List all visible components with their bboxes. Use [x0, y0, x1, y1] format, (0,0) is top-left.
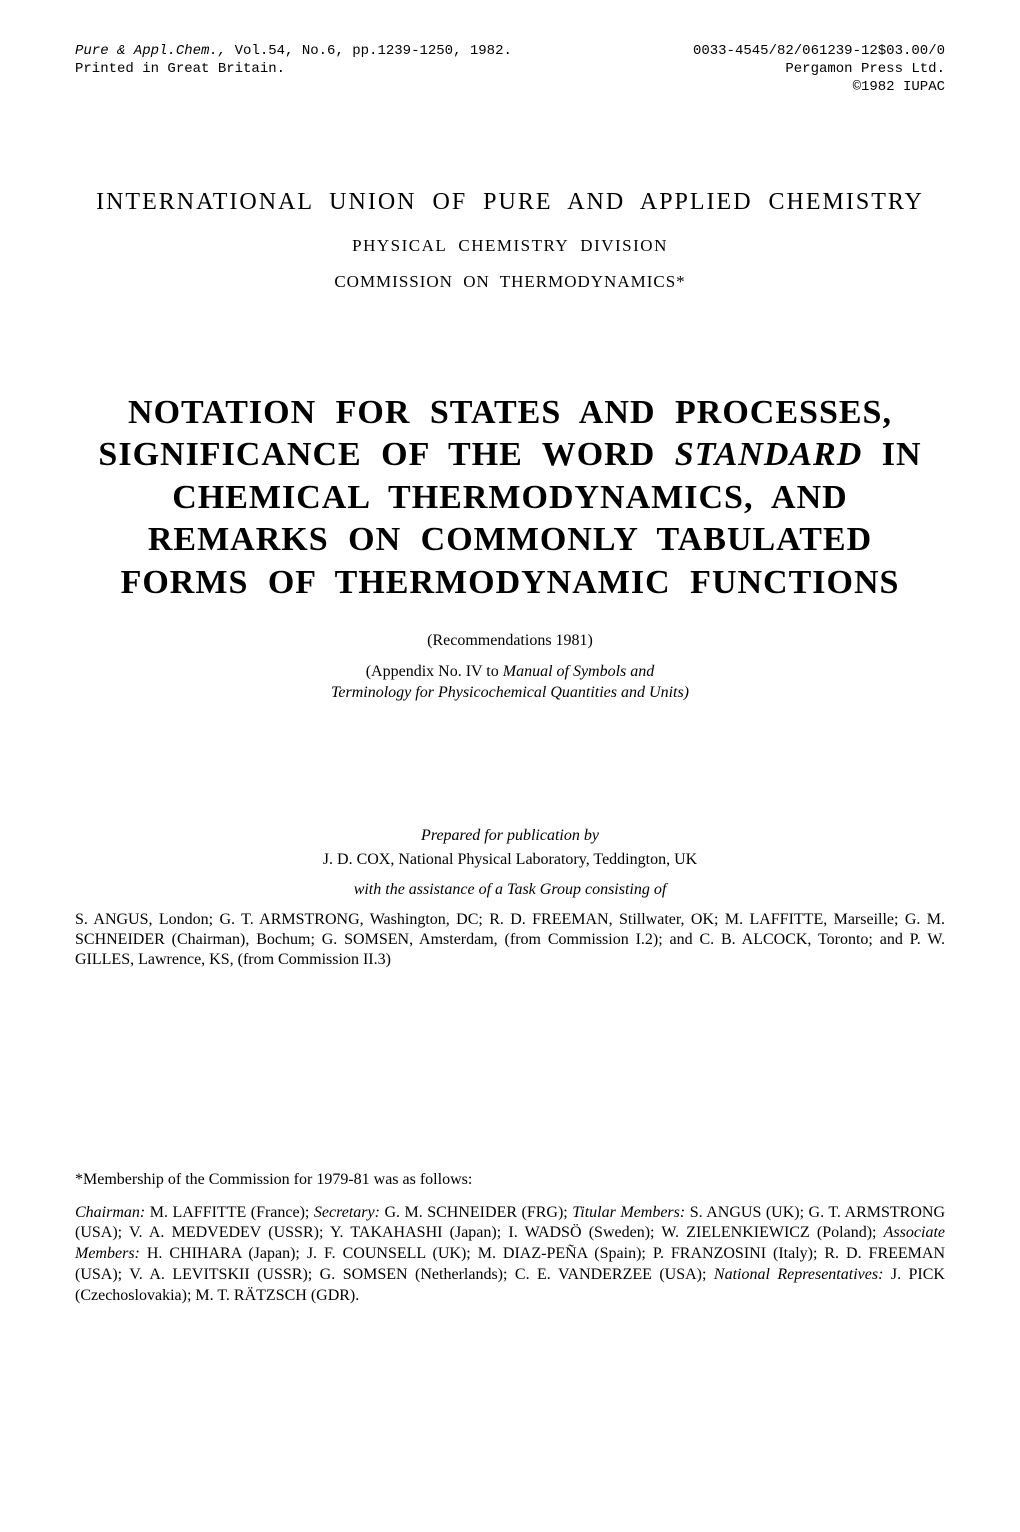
task-group-heading-block: with the assistance of a Task Group cons… — [75, 878, 945, 902]
header-right: 0033-4545/82/061239-12$03.00/0 Pergamon … — [693, 42, 945, 97]
membership-heading: *Membership of the Commission for 1979-8… — [75, 1170, 945, 1191]
recommendations-year: (Recommendations 1981) — [75, 632, 945, 650]
appendix-plain: (Appendix No. IV to — [366, 663, 503, 680]
printed-location: Printed in Great Britain. — [75, 60, 512, 78]
publisher: Pergamon Press Ltd. — [693, 60, 945, 78]
division-name: PHYSICAL CHEMISTRY DIVISION — [75, 236, 945, 256]
secretary-label: Secretary: — [314, 1204, 380, 1221]
journal-citation-rest: Vol.54, No.6, pp.1239-1250, 1982. — [226, 43, 512, 59]
appendix-manual-title-1: Manual of Symbols and — [503, 663, 655, 680]
appendix-reference: (Appendix No. IV to Manual of Symbols an… — [75, 662, 945, 704]
header-left: Pure & Appl.Chem., Vol.54, No.6, pp.1239… — [75, 42, 512, 97]
chairman-name: M. LAFFITTE (France); — [145, 1204, 314, 1221]
document-code: 0033-4545/82/061239-12$03.00/0 — [693, 42, 945, 60]
copyright-notice: ©1982 IUPAC — [693, 78, 945, 96]
prepared-by-block: Prepared for publication by J. D. COX, N… — [75, 824, 945, 872]
membership-footnote: *Membership of the Commission for 1979-8… — [75, 1170, 945, 1307]
appendix-manual-title-2: Terminology for Physicochemical Quantiti… — [331, 684, 689, 701]
paper-title: NOTATION FOR STATES AND PROCESSES, SIGNI… — [95, 392, 925, 605]
membership-list: Chairman: M. LAFFITTE (France); Secretar… — [75, 1203, 945, 1307]
running-header: Pure & Appl.Chem., Vol.54, No.6, pp.1239… — [75, 42, 945, 97]
journal-name: Pure & Appl.Chem., — [75, 43, 226, 59]
journal-citation: Pure & Appl.Chem., Vol.54, No.6, pp.1239… — [75, 42, 512, 60]
prepared-by-heading: Prepared for publication by — [75, 824, 945, 848]
organization-name: INTERNATIONAL UNION OF PURE AND APPLIED … — [75, 187, 945, 218]
organization-block: INTERNATIONAL UNION OF PURE AND APPLIED … — [75, 187, 945, 292]
commission-name: COMMISSION ON THERMODYNAMICS* — [75, 272, 945, 292]
prepared-by-author: J. D. COX, National Physical Laboratory,… — [75, 848, 945, 872]
appendix-line-1: (Appendix No. IV to Manual of Symbols an… — [75, 662, 945, 683]
title-part-italic: STANDARD — [675, 436, 863, 473]
secretary-name: G. M. SCHNEIDER (FRG); — [380, 1204, 572, 1221]
appendix-line-2: Terminology for Physicochemical Quantiti… — [75, 683, 945, 704]
national-label: National Representatives: — [714, 1266, 884, 1283]
task-group-members: S. ANGUS, London; G. T. ARMSTRONG, Washi… — [75, 910, 945, 970]
titular-label: Titular Members: — [572, 1204, 685, 1221]
chairman-label: Chairman: — [75, 1204, 145, 1221]
task-group-heading: with the assistance of a Task Group cons… — [75, 878, 945, 902]
